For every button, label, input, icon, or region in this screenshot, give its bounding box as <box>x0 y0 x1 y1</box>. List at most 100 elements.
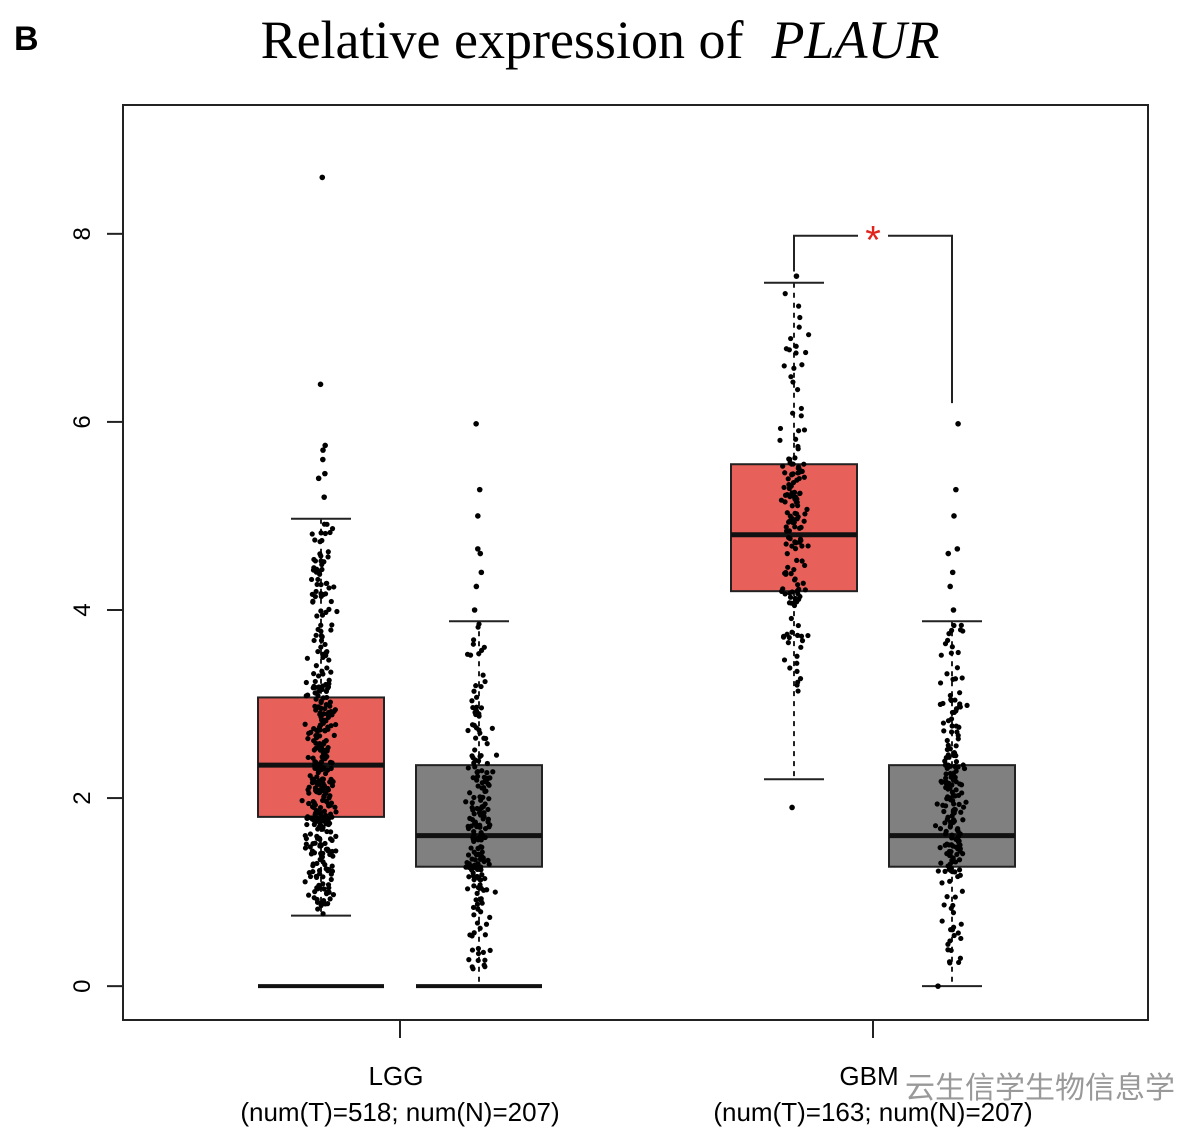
data-point <box>463 864 469 870</box>
data-point <box>942 641 949 647</box>
data-point <box>791 365 797 371</box>
data-point <box>935 868 941 874</box>
plot-marks: * <box>257 174 1016 989</box>
data-point <box>937 826 944 832</box>
outlier-point <box>322 442 328 449</box>
data-point <box>328 829 334 835</box>
data-point <box>333 833 339 839</box>
data-point <box>804 506 810 512</box>
y-tick-label: 8 <box>69 227 96 240</box>
data-point <box>310 798 316 805</box>
outlier-point <box>950 607 957 613</box>
data-point <box>326 606 332 612</box>
data-point <box>314 613 320 619</box>
significance-gap <box>858 229 888 242</box>
data-point <box>798 413 804 419</box>
data-point <box>949 627 955 633</box>
data-point <box>334 608 340 615</box>
data-point <box>331 732 337 738</box>
data-point <box>328 765 334 772</box>
data-point <box>320 741 327 747</box>
data-point <box>949 832 955 838</box>
data-point <box>469 698 475 704</box>
data-point <box>945 863 951 869</box>
data-point <box>952 676 959 682</box>
data-point <box>308 729 314 735</box>
outlier-point <box>475 513 481 519</box>
data-point <box>315 728 321 734</box>
data-point <box>312 703 318 709</box>
data-point <box>790 410 796 416</box>
data-point <box>326 889 332 895</box>
data-point <box>956 724 962 730</box>
data-point <box>312 840 318 846</box>
data-point <box>781 657 788 663</box>
data-point <box>480 816 486 822</box>
data-point <box>480 949 486 955</box>
data-point <box>471 838 477 845</box>
data-point <box>956 867 963 873</box>
data-point <box>797 676 804 682</box>
data-point <box>939 880 945 886</box>
data-point <box>323 701 329 708</box>
title-prefix: Relative expression of <box>261 10 744 70</box>
data-point <box>473 735 479 741</box>
x-axis: LGG (num(T)=518; num(N)=207) GBM (num(T)=16… <box>240 1020 1033 1127</box>
data-point <box>319 634 325 640</box>
data-point <box>948 716 955 722</box>
data-point <box>479 804 485 810</box>
data-point <box>324 665 330 671</box>
data-point <box>802 562 808 569</box>
data-point <box>794 632 801 638</box>
data-point <box>316 882 322 888</box>
data-point <box>485 806 491 813</box>
data-point <box>481 774 487 780</box>
data-point <box>319 612 326 618</box>
data-point <box>313 663 319 669</box>
data-point <box>330 892 337 898</box>
data-point <box>477 833 483 839</box>
data-point <box>324 828 330 835</box>
data-point <box>316 684 322 690</box>
data-point <box>321 559 327 565</box>
data-point <box>793 350 799 356</box>
data-point <box>332 804 338 810</box>
data-point <box>464 886 471 892</box>
data-point <box>939 918 945 924</box>
data-point <box>473 694 480 700</box>
data-point <box>787 665 793 671</box>
data-point <box>791 566 797 573</box>
data-point <box>481 644 487 650</box>
outlier-point <box>315 475 322 482</box>
data-point <box>955 828 961 834</box>
data-point <box>472 747 478 753</box>
data-point <box>949 789 955 795</box>
data-point <box>787 513 793 519</box>
data-point <box>937 680 944 686</box>
data-point <box>320 720 326 726</box>
data-point <box>306 892 312 898</box>
data-point <box>302 845 309 851</box>
data-point <box>954 665 960 671</box>
data-point <box>325 549 331 555</box>
plot-frame <box>122 104 1149 1021</box>
outlier-point <box>789 804 795 811</box>
data-point <box>960 804 967 810</box>
data-point <box>325 901 331 907</box>
data-point <box>322 641 328 648</box>
data-point <box>329 622 335 628</box>
data-point <box>795 622 801 629</box>
outlier-point <box>949 569 956 576</box>
data-point <box>964 702 970 708</box>
data-point <box>315 648 321 655</box>
data-point <box>955 834 962 840</box>
data-point <box>470 641 476 647</box>
data-point <box>942 820 948 826</box>
data-point <box>786 482 792 488</box>
data-point <box>795 514 801 520</box>
data-point <box>796 586 802 592</box>
data-point <box>322 530 328 537</box>
data-point <box>318 809 324 816</box>
data-point <box>786 528 792 534</box>
data-point <box>781 633 787 639</box>
